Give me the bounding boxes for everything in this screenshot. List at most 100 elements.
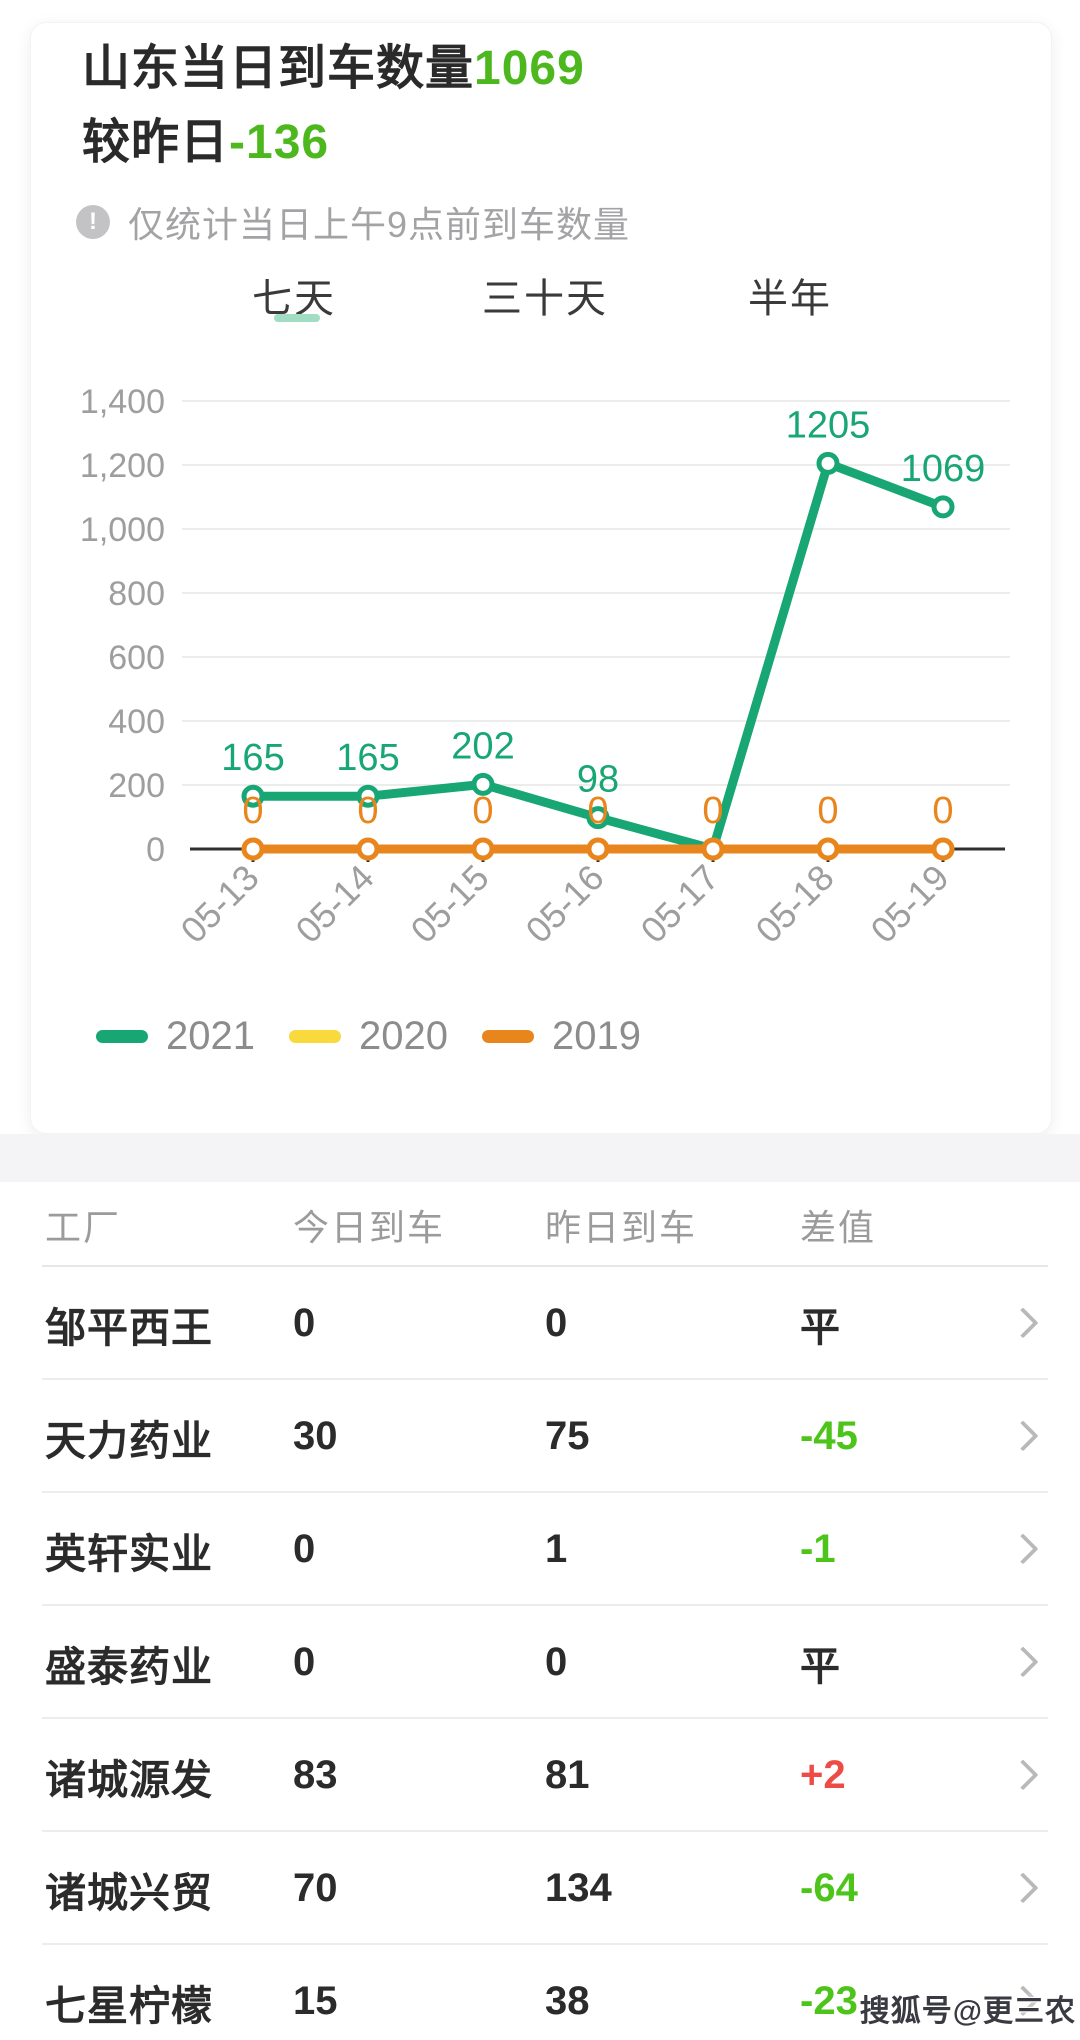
data-point-2019: [701, 837, 725, 861]
diff-value: -45: [800, 1414, 858, 1458]
data-label-2021: 165: [221, 737, 284, 779]
table-row-邹平西王[interactable]: 邹平西王 0 0 平: [0, 1267, 1080, 1380]
data-label-2021: 1069: [901, 448, 986, 490]
x-axis-label: 05-19: [863, 857, 957, 951]
table-row-七星柠檬[interactable]: 七星柠檬 15 38 -23: [0, 1945, 1080, 2040]
data-point-2019: [816, 837, 840, 861]
y-axis-tick: 800: [108, 575, 165, 613]
factory-name: 盛泰药业: [45, 1643, 213, 1690]
data-label-2021: 165: [336, 737, 399, 779]
summary-card: [30, 22, 1052, 1134]
legend-dash-icon: [96, 1030, 148, 1043]
yesterday-count: 0: [545, 1640, 568, 1684]
diff-value: 平: [800, 1305, 840, 1350]
table-header: 工厂 今日到车 昨日到车 差值: [0, 1182, 1080, 1267]
legend-item-2019[interactable]: 2019: [481, 1014, 641, 1059]
legend-dash-icon: [288, 1030, 341, 1043]
today-count: 83: [293, 1753, 338, 1797]
row-divider: [42, 1491, 1048, 1493]
table-row-诸城兴贸[interactable]: 诸城兴贸 70 134 -64: [0, 1832, 1080, 1945]
legend-dash-icon: [481, 1030, 534, 1043]
legend-item-2020[interactable]: 2020: [288, 1014, 448, 1059]
today-count: 0: [293, 1301, 316, 1345]
y-axis-tick: 1,400: [80, 383, 165, 421]
x-axis-label: 05-17: [633, 857, 727, 951]
yesterday-count: 75: [545, 1414, 590, 1458]
col-header-yesterday: 昨日到车: [545, 1206, 698, 1248]
today-count: 0: [293, 1527, 316, 1571]
y-axis-tick: 200: [108, 767, 165, 805]
factory-name: 英轩实业: [45, 1530, 213, 1577]
data-label-2019: 0: [932, 790, 953, 832]
data-label-2019: 0: [242, 790, 263, 832]
today-count: 0: [293, 1640, 316, 1684]
data-label-2021: 202: [451, 725, 514, 767]
chart-legend: 2021 2020 2019: [96, 1014, 675, 1059]
col-header-diff: 差值: [800, 1206, 877, 1248]
table-row-盛泰药业[interactable]: 盛泰药业 0 0 平: [0, 1606, 1080, 1719]
watermark: 搜狐号@更三农: [859, 1995, 1076, 2028]
data-point-2021: [241, 784, 265, 808]
y-axis-tick: 600: [108, 639, 165, 677]
factory-name: 诸城源发: [45, 1756, 213, 1803]
tab-seven-days[interactable]: 七天: [252, 277, 336, 321]
data-label-2019: 0: [817, 790, 838, 832]
data-point-2021: [931, 495, 955, 519]
x-axis-label: 05-15: [403, 857, 497, 951]
note-row: ! 仅统计当日上午9点前到车数量: [76, 196, 630, 248]
row-divider: [42, 1378, 1048, 1380]
yesterday-count: 38: [545, 1979, 590, 2023]
subtitle-value: -136: [229, 116, 330, 169]
data-point-2019: [241, 837, 265, 861]
diff-value: +2: [800, 1753, 846, 1797]
info-icon: !: [76, 205, 110, 239]
factory-name: 天力药业: [45, 1417, 213, 1464]
subtitle: 较昨日-136: [82, 102, 329, 172]
y-axis-tick: 0: [146, 831, 165, 869]
legend-label: 2021: [166, 1014, 255, 1058]
col-header-today: 今日到车: [293, 1206, 446, 1248]
x-axis-label: 05-13: [173, 857, 267, 951]
note-text: 仅统计当日上午9点前到车数量: [128, 204, 631, 245]
data-point-2019: [931, 837, 955, 861]
today-count: 15: [293, 1979, 338, 2023]
active-tab-underline: [274, 314, 320, 322]
subtitle-text: 较昨日: [82, 116, 230, 169]
x-axis-label: 05-18: [748, 857, 842, 951]
row-divider: [42, 1830, 1048, 1832]
row-divider: [42, 1717, 1048, 1719]
row-divider: [42, 1943, 1048, 1945]
data-label-2019: 0: [702, 790, 723, 832]
yesterday-count: 0: [545, 1301, 568, 1345]
page-title: 山东当日到车数量1069: [82, 28, 585, 98]
data-label-2021: 1205: [786, 404, 871, 446]
table-row-天力药业[interactable]: 天力药业 30 75 -45: [0, 1380, 1080, 1493]
y-axis-tick: 400: [108, 703, 165, 741]
col-header-factory: 工厂: [45, 1206, 122, 1248]
data-point-2019: [471, 837, 495, 861]
tab-thirty-days[interactable]: 三十天: [482, 277, 608, 321]
factory-name: 邹平西王: [45, 1304, 213, 1351]
data-label-2019: 0: [357, 790, 378, 832]
diff-value: -23: [800, 1979, 858, 2023]
table-row-诸城源发[interactable]: 诸城源发 83 81 +2: [0, 1719, 1080, 1832]
table-row-英轩实业[interactable]: 英轩实业 0 1 -1: [0, 1493, 1080, 1606]
data-point-2021: [586, 806, 610, 830]
row-divider: [42, 1604, 1048, 1606]
tab-half-year[interactable]: 半年: [748, 277, 832, 321]
data-label-2019: 0: [472, 790, 493, 832]
y-axis-tick: 1,200: [80, 447, 165, 485]
yesterday-count: 81: [545, 1753, 590, 1797]
yesterday-count: 1: [545, 1527, 568, 1571]
today-count: 70: [293, 1866, 338, 1910]
title-value: 1069: [474, 42, 585, 95]
data-point-2021: [471, 772, 495, 796]
data-point-2021: [356, 784, 380, 808]
legend-item-2021[interactable]: 2021: [96, 1014, 255, 1059]
today-count: 30: [293, 1414, 338, 1458]
factory-name: 七星柠檬: [45, 1982, 213, 2029]
diff-value: -64: [800, 1866, 858, 1910]
x-axis-label: 05-14: [288, 857, 382, 951]
